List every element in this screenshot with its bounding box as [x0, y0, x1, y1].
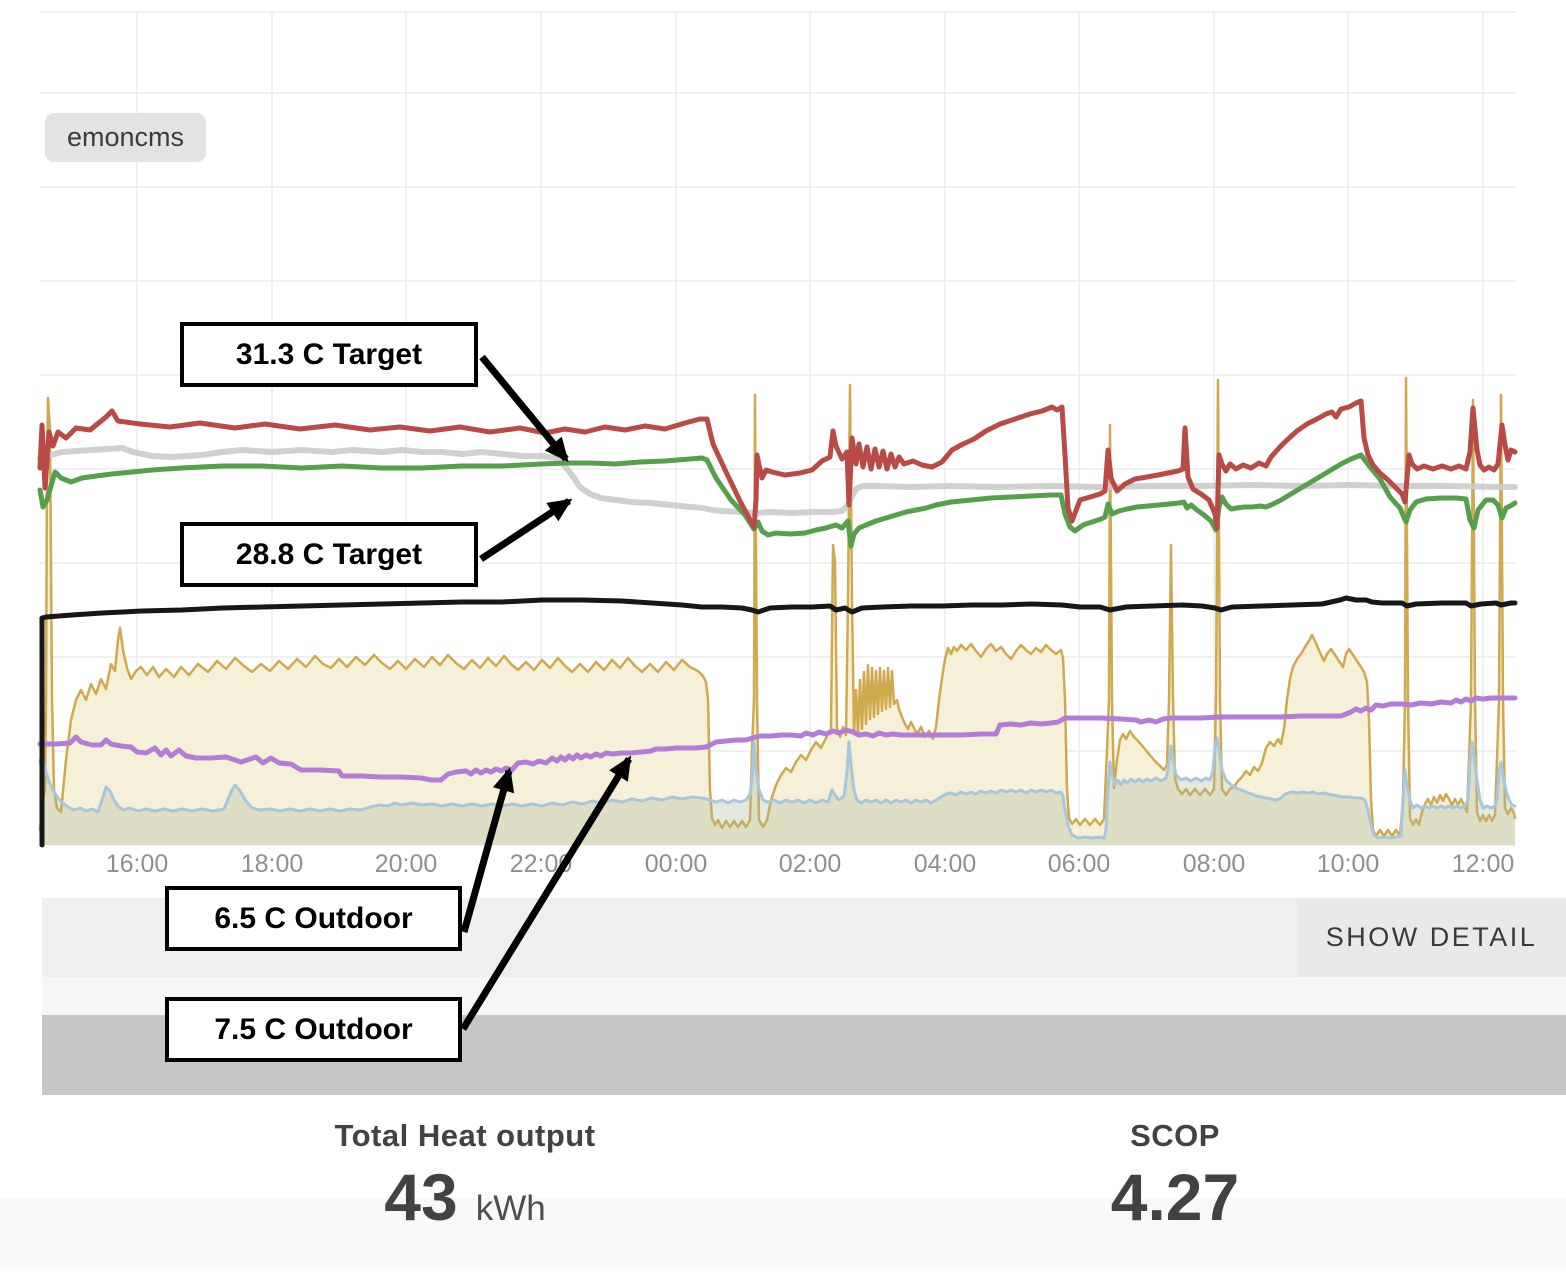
- total-heat-output-value: 43: [384, 1160, 458, 1234]
- x-tick-label: 16:00: [105, 850, 169, 878]
- x-tick-label: 12:00: [1451, 850, 1515, 878]
- x-tick-label: 02:00: [778, 850, 842, 878]
- chart-gridlines: [40, 11, 1515, 846]
- annotation-target-high: 31.3 C Target: [180, 322, 478, 387]
- annotation-outdoor-evening: 6.5 C Outdoor: [165, 886, 462, 951]
- x-tick-label: 18:00: [240, 850, 304, 878]
- scop-value: 4.27: [1110, 1160, 1240, 1234]
- x-tick-label: 08:00: [1182, 850, 1246, 878]
- total-heat-output-stat: Total Heat output 43 kWh: [240, 1118, 690, 1230]
- show-detail-button[interactable]: SHOW DETAIL: [1297, 898, 1566, 977]
- chart-series: [37, 376, 1518, 848]
- scop-label: SCOP: [1130, 1118, 1220, 1153]
- annotation-outdoor-evening-label: 6.5 C Outdoor: [214, 901, 413, 935]
- footer-band: [0, 1198, 1566, 1268]
- x-tick-label: 10:00: [1316, 850, 1380, 878]
- x-tick-label: 20:00: [374, 850, 438, 878]
- scop-stat: SCOP 4.27: [1000, 1118, 1350, 1230]
- x-tick-label: 06:00: [1047, 850, 1111, 878]
- annotation-target-low: 28.8 C Target: [180, 522, 478, 587]
- emoncms-badge: emoncms: [45, 113, 207, 162]
- total-heat-output-label: Total Heat output: [334, 1118, 596, 1153]
- annotation-outdoor-night: 7.5 C Outdoor: [165, 997, 462, 1062]
- total-heat-output-unit: kWh: [475, 1189, 546, 1228]
- x-tick-label: 00:00: [644, 850, 708, 878]
- annotation-outdoor-night-label: 7.5 C Outdoor: [214, 1012, 413, 1046]
- timeseries-chart[interactable]: [0, 0, 1566, 848]
- x-tick-label: 04:00: [913, 850, 977, 878]
- annotation-target-low-label: 28.8 C Target: [235, 537, 423, 571]
- annotation-target-high-label: 31.3 C Target: [235, 337, 423, 371]
- x-tick-label: 22:00: [509, 850, 573, 878]
